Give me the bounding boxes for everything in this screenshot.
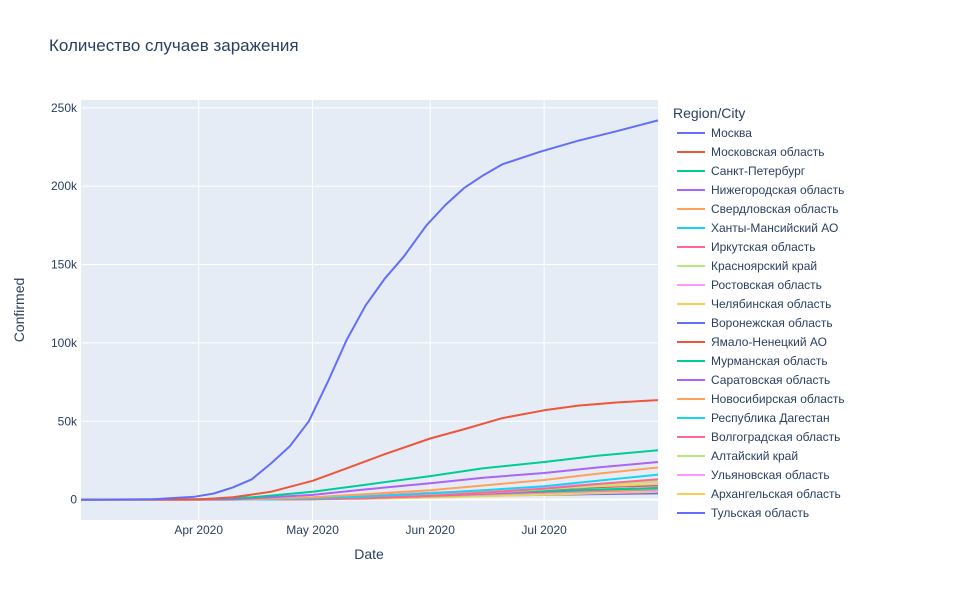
legend-label: Иркутская область <box>711 240 816 254</box>
legend-label: Ямало-Ненецкий АО <box>711 335 827 349</box>
series-line-3 <box>80 461 659 501</box>
legend-item[interactable]: Волгоградская область <box>677 430 840 444</box>
legend[interactable]: Region/City Москва Московская область Санк… <box>673 105 845 520</box>
legend-item[interactable]: Ульяновская область <box>677 468 830 482</box>
legend-label: Свердловская область <box>711 202 838 216</box>
legend-item[interactable]: Нижегородская область <box>677 183 844 197</box>
y-tick-label: 100k <box>51 336 78 350</box>
legend-label: Челябинская область <box>711 297 831 311</box>
legend-label: Республика Дагестан <box>711 411 830 425</box>
legend-label: Ульяновская область <box>711 468 830 482</box>
legend-item[interactable]: Ханты-Мансийский АО <box>677 221 838 235</box>
legend-label: Алтайский край <box>711 449 798 463</box>
legend-item[interactable]: Новосибирская область <box>677 392 845 406</box>
gridlines <box>81 100 658 520</box>
x-tick-label: Jun 2020 <box>406 523 456 537</box>
y-tick-label: 250k <box>51 101 78 115</box>
x-tick-label: Jul 2020 <box>521 523 567 537</box>
legend-item[interactable]: Мурманская область <box>677 354 828 368</box>
legend-label: Воронежская область <box>711 316 833 330</box>
legend-title: Region/City <box>673 105 745 121</box>
chart-title: Количество случаев заражения <box>49 36 299 55</box>
legend-item[interactable]: Саратовская область <box>677 373 830 387</box>
series-line-1 <box>80 399 659 501</box>
legend-item[interactable]: Тульская область <box>677 506 809 520</box>
legend-label: Нижегородская область <box>711 183 844 197</box>
legend-label: Волгоградская область <box>711 430 840 444</box>
legend-item[interactable]: Архангельская область <box>677 487 841 501</box>
legend-label: Новосибирская область <box>711 392 845 406</box>
legend-item[interactable]: Красноярский край <box>677 259 817 273</box>
legend-item[interactable]: Санкт-Петербург <box>677 164 806 178</box>
legend-item[interactable]: Ямало-Ненецкий АО <box>677 335 827 349</box>
legend-label: Москва <box>711 126 752 140</box>
legend-label: Мурманская область <box>711 354 828 368</box>
x-tick-label: Apr 2020 <box>174 523 223 537</box>
x-axis-title: Date <box>354 546 384 562</box>
y-tick-label: 150k <box>51 258 78 272</box>
series-line-4 <box>80 466 659 501</box>
legend-item[interactable]: Ростовская область <box>677 278 822 292</box>
legend-label: Саратовская область <box>711 373 830 387</box>
y-axis-ticks: 0 50k 100k 150k 200k 250k <box>51 101 78 507</box>
y-tick-label: 200k <box>51 179 78 193</box>
x-tick-label: May 2020 <box>286 523 339 537</box>
legend-item[interactable]: Челябинская область <box>677 297 831 311</box>
legend-label: Ханты-Мансийский АО <box>711 221 838 235</box>
legend-label: Тульская область <box>711 506 809 520</box>
legend-item[interactable]: Свердловская область <box>677 202 838 216</box>
series-lines <box>80 119 659 501</box>
y-axis-title: Confirmed <box>11 278 27 343</box>
series-line-0 <box>80 119 659 501</box>
legend-item[interactable]: Иркутская область <box>677 240 816 254</box>
legend-item[interactable]: Воронежская область <box>677 316 833 330</box>
legend-label: Архангельская область <box>711 487 841 501</box>
y-tick-label: 0 <box>70 493 77 507</box>
legend-item[interactable]: Алтайский край <box>677 449 798 463</box>
legend-label: Красноярский край <box>711 259 817 273</box>
x-axis-ticks: Apr 2020 May 2020 Jun 2020 Jul 2020 <box>174 523 567 537</box>
legend-item[interactable]: Республика Дагестан <box>677 411 830 425</box>
legend-item[interactable]: Москва <box>677 126 752 140</box>
legend-label: Московская область <box>711 145 825 159</box>
y-tick-label: 50k <box>58 414 78 428</box>
plot-area <box>81 100 658 520</box>
legend-label: Санкт-Петербург <box>711 164 806 178</box>
legend-label: Ростовская область <box>711 278 822 292</box>
legend-item[interactable]: Московская область <box>677 145 825 159</box>
